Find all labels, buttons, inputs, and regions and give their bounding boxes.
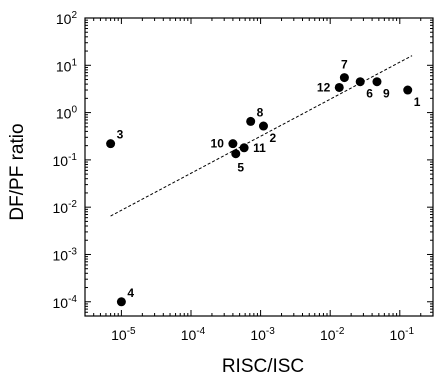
data-point-label: 4 — [127, 286, 134, 300]
data-point — [334, 82, 344, 92]
data-point-label: 11 — [253, 141, 266, 155]
data-point — [116, 297, 126, 307]
data-point-label: 7 — [341, 58, 348, 72]
y-tick-label: 10-2 — [53, 199, 78, 216]
x-tick-label: 10-1 — [390, 326, 415, 343]
data-point — [239, 143, 249, 153]
data-point-label: 9 — [383, 87, 390, 101]
data-point-label: 2 — [269, 131, 276, 145]
data-point-label: 10 — [211, 137, 225, 151]
fit-line-group — [110, 55, 413, 217]
data-point — [246, 116, 256, 126]
y-tick-label: 100 — [56, 105, 78, 122]
y-tick-label: 10-3 — [53, 246, 78, 263]
x-tick-label: 10-5 — [111, 326, 136, 343]
x-axis-title: RISC/ISC — [222, 356, 304, 377]
plot-frame — [84, 17, 434, 317]
data-point-label: 3 — [117, 128, 124, 142]
data-point — [231, 149, 241, 159]
ticks-group: 10-5 10-4 10-3 10-2 10-1 10-4 10-3 10-2 10-1 100 1… — [53, 10, 434, 343]
y-axis-title: DF/PF ratio — [7, 123, 28, 220]
data-point-label: 1 — [414, 95, 421, 109]
data-point — [106, 139, 116, 149]
fit-line — [110, 55, 413, 217]
x-tick-label: 10-4 — [181, 326, 206, 343]
data-point — [228, 139, 238, 149]
data-point — [372, 77, 382, 87]
data-point-label: 5 — [237, 161, 244, 175]
data-point-label: 12 — [317, 80, 331, 94]
points-group — [106, 73, 413, 307]
data-point — [258, 121, 268, 131]
data-point-label: 6 — [366, 87, 373, 101]
x-tick-label: 10-3 — [250, 326, 275, 343]
y-tick-label: 102 — [56, 10, 78, 27]
y-tick-label: 101 — [56, 57, 78, 74]
data-point — [403, 85, 413, 95]
data-point — [339, 73, 349, 83]
data-point-label: 8 — [257, 105, 264, 119]
plot-frame-group — [84, 17, 434, 317]
data-point — [355, 77, 365, 87]
y-tick-label: 10-1 — [53, 152, 78, 169]
y-tick-label: 10-4 — [53, 294, 78, 311]
x-tick-label: 10-2 — [320, 326, 345, 343]
